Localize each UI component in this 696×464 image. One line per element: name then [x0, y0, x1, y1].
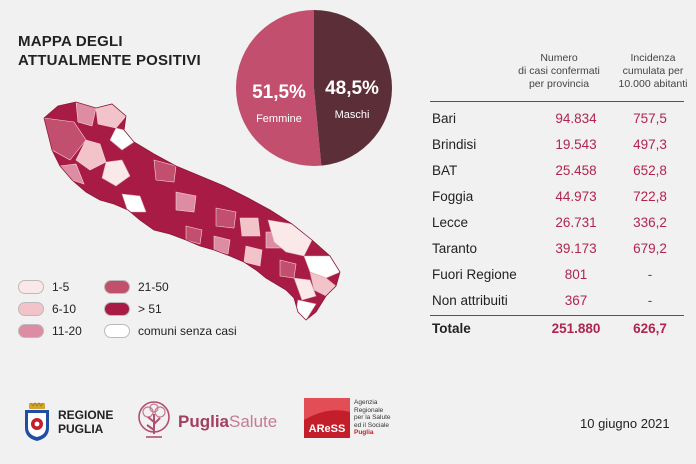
male-label: 48,5% Maschi: [316, 78, 388, 122]
gender-pie-svg: [236, 10, 392, 166]
table-row: Non attribuiti 367 -: [432, 293, 653, 308]
legend-item-6-10: 6-10: [18, 302, 76, 316]
regione-puglia-crest-icon: [25, 402, 49, 441]
report-date: 10 giugno 2021: [580, 416, 670, 431]
legend-swatch: [104, 302, 130, 316]
female-pct: 51,5%: [252, 82, 306, 103]
table-row: Foggia 44.973 722,8: [432, 189, 667, 204]
legend-item-21-50: 21-50: [104, 280, 169, 294]
male-name: Maschi: [334, 109, 370, 121]
page-title: MAPPA DEGLI ATTUALMENTE POSITIVI: [18, 33, 201, 69]
header-cases: Numero di casi confermati per provincia: [518, 52, 600, 90]
aress-logo-icon: AReSS: [304, 398, 350, 438]
female-name: Femmine: [256, 113, 302, 125]
gender-pie-chart: 51,5% Femmine 48,5% Maschi: [236, 10, 392, 166]
table-top-rule: [430, 101, 684, 102]
legend-item-no-cases: comuni senza casi: [104, 324, 237, 338]
table-row: Fuori Regione 801 -: [432, 267, 653, 282]
table-row: Lecce 26.731 336,2: [432, 215, 667, 230]
table-total-rule: [430, 315, 684, 316]
table-total-row: Totale 251.880 626,7: [432, 321, 667, 336]
table-row: BAT 25.458 652,8: [432, 163, 667, 178]
male-slice: [314, 10, 392, 166]
legend-item-51: > 51: [104, 302, 162, 316]
puglia-map: [30, 100, 350, 326]
puglia-salute-logo-text: PugliaSalute: [178, 412, 278, 431]
legend-swatch: [18, 302, 44, 316]
aress-description: Agenzia Regionale per la Salute ed il So…: [354, 399, 391, 436]
legend-swatch: [18, 324, 44, 338]
legend-item-11-20: 11-20: [18, 324, 82, 338]
legend-swatch: [104, 324, 130, 338]
female-label: 51,5% Femmine: [242, 82, 316, 126]
puglia-map-svg: [43, 101, 341, 321]
legend-item-1-5: 1-5: [18, 280, 69, 294]
female-slice: [236, 10, 322, 166]
table-row: Taranto 39.173 679,2: [432, 241, 667, 256]
table-row: Bari 94.834 757,5: [432, 111, 667, 126]
legend-swatch: [104, 280, 130, 294]
legend-swatch: [18, 280, 44, 294]
ares-logo-text: AReSS: [309, 423, 346, 435]
puglia-salute-tree-icon: [138, 401, 170, 438]
regione-puglia-logo-text: REGIONE PUGLIA: [58, 408, 114, 436]
male-pct: 48,5%: [325, 78, 379, 99]
table-row: Brindisi 19.543 497,3: [432, 137, 667, 152]
header-incidence: Incidenza cumulata per 10.000 abitanti: [618, 52, 688, 90]
